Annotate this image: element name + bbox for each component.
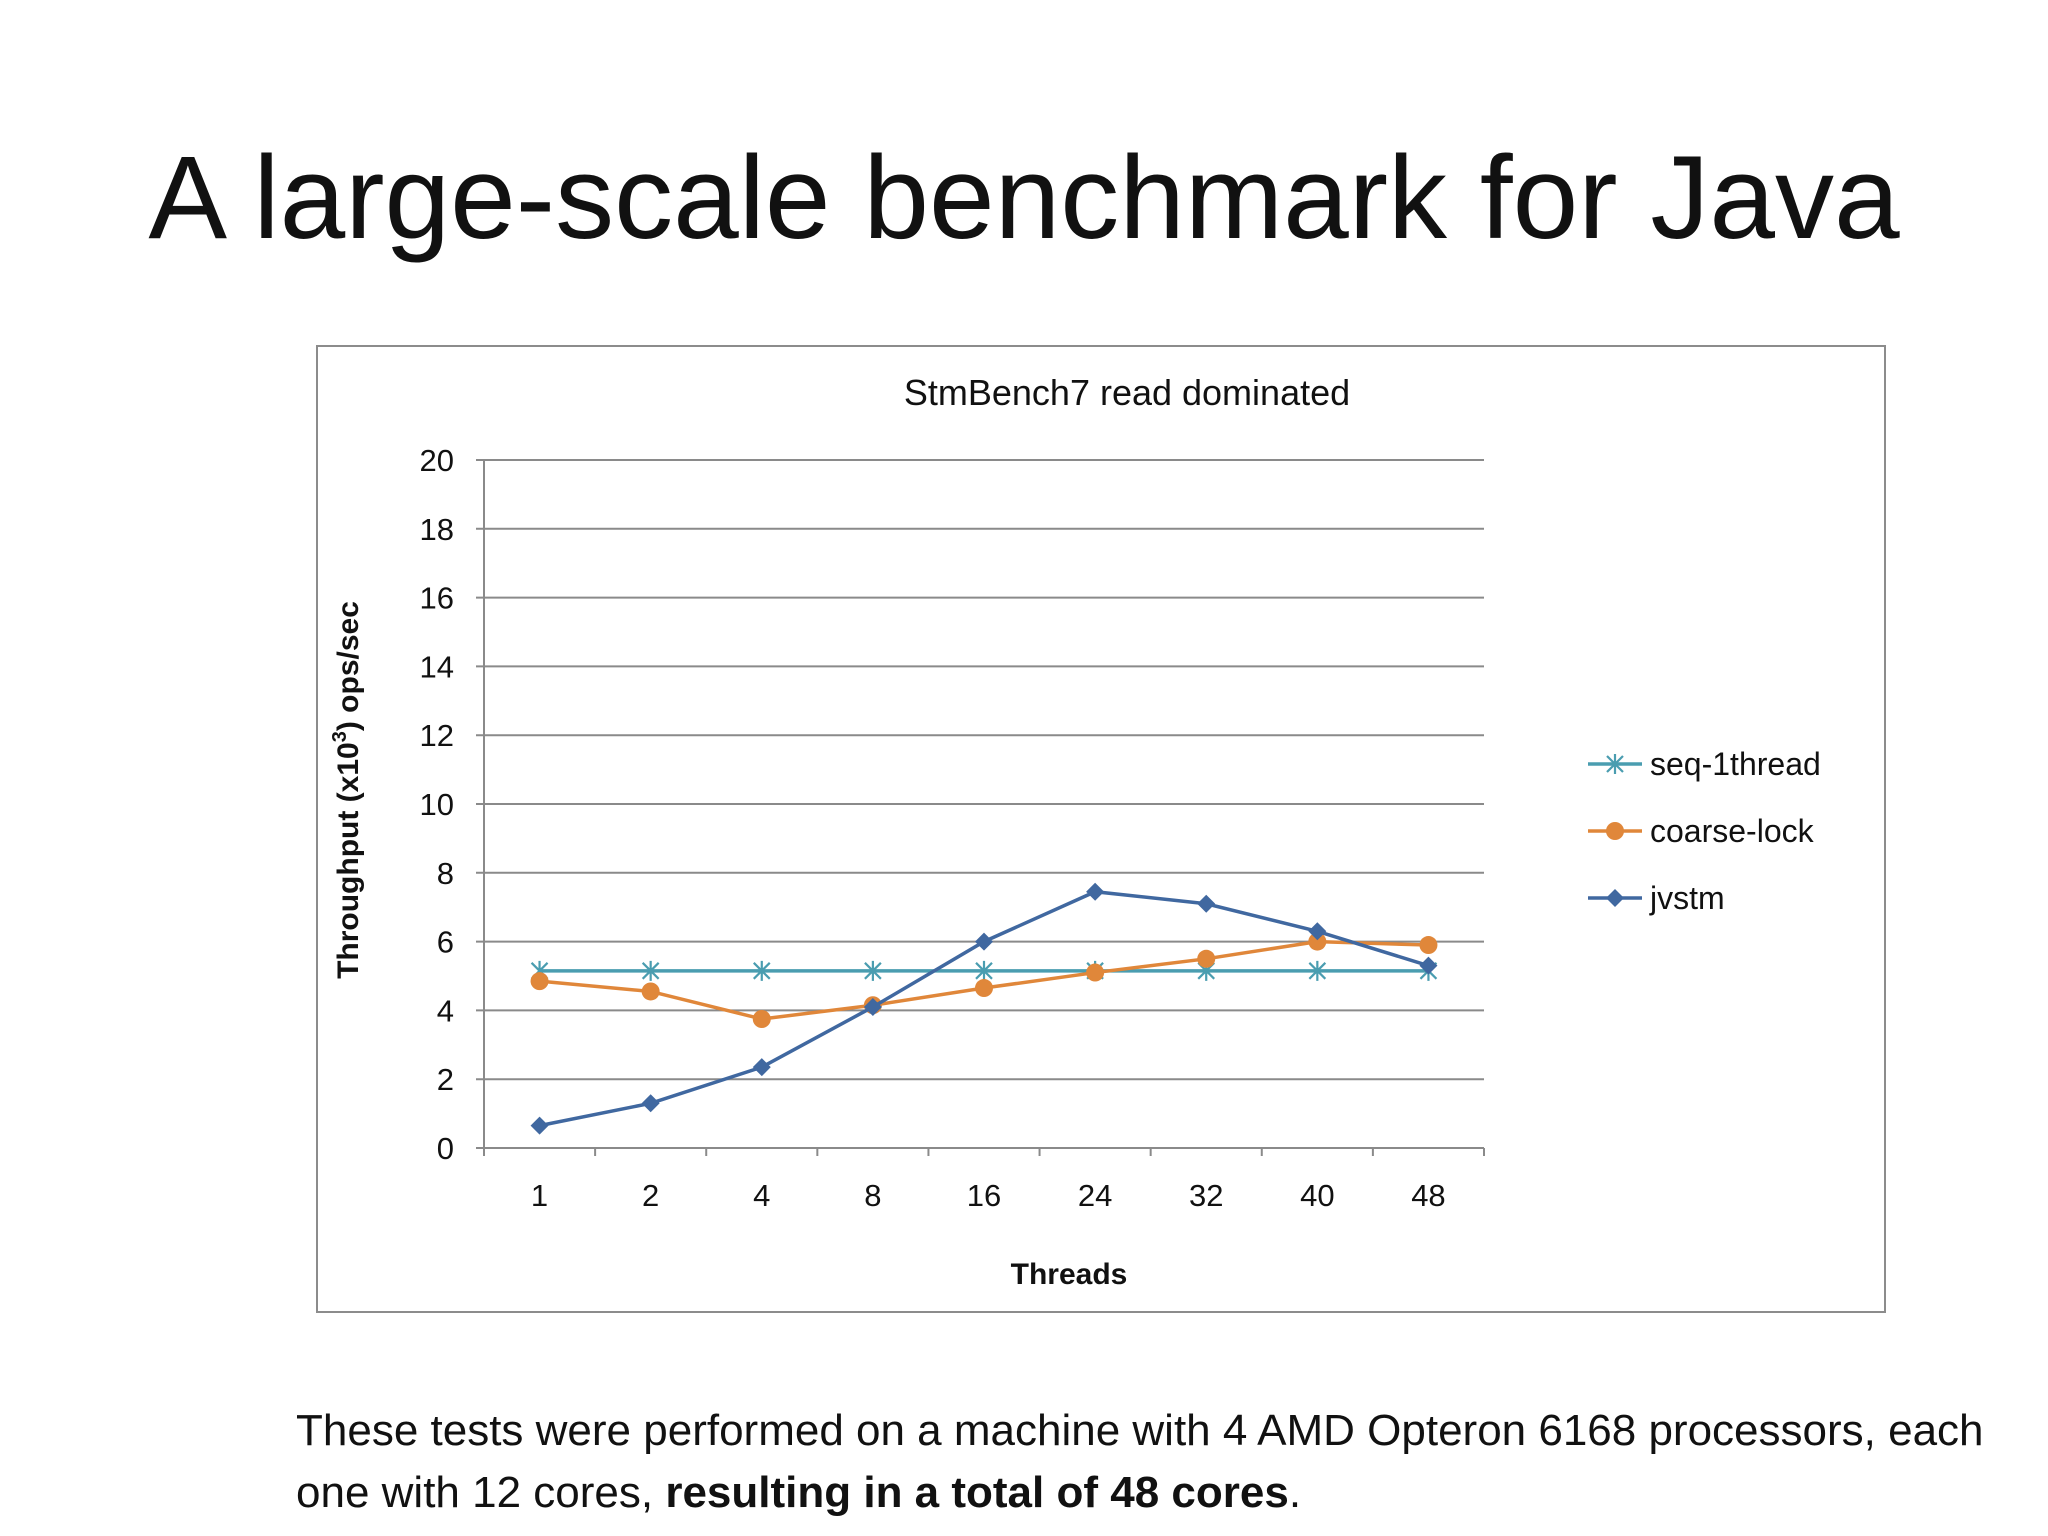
x-axis-title: Threads (1011, 1258, 1128, 1291)
data-point-coarse-lock (1419, 936, 1438, 955)
legend-label: coarse-lock (1650, 813, 1815, 849)
data-point-seq-1thread (753, 960, 771, 981)
x-tick-label: 8 (864, 1178, 881, 1213)
data-point-coarse-lock (1197, 949, 1216, 968)
chart-frame: 0 2 4 6 8 10 12 14 16 18 20 1 2 4 8 16 24 32 40 48 seq-1thr… (316, 345, 1886, 1313)
data-point-jvstm (1419, 956, 1438, 975)
y-axis-title-main: Throughput (x10 (332, 742, 365, 979)
data-point-seq-1thread (864, 960, 882, 981)
legend-item-coarse-lock: coarse-lock (1588, 813, 1815, 849)
x-tick-label: 4 (753, 1178, 770, 1213)
data-point-coarse-lock (1308, 932, 1327, 951)
grid-lines (476, 459, 1484, 1149)
data-point-jvstm (1308, 922, 1327, 941)
y-tick-label: 16 (420, 581, 454, 616)
x-tick-label: 1 (531, 1178, 548, 1213)
footer-text-bold: resulting in a total of 48 cores (665, 1468, 1289, 1517)
y-axis-title: Throughput (x103) ops/sec (329, 601, 365, 979)
data-point-jvstm (975, 932, 993, 951)
footer-text-end: . (1288, 1468, 1302, 1517)
x-tick-label: 2 (642, 1178, 659, 1213)
y-tick-label: 14 (420, 649, 454, 684)
data-point-seq-1thread (1308, 960, 1327, 981)
y-tick-label: 12 (420, 718, 454, 753)
data-point-coarse-lock (530, 972, 549, 991)
data-point-jvstm (863, 997, 882, 1016)
footer-text-plain: These tests were performed on a machine … (296, 1406, 1984, 1517)
data-point-jvstm (1086, 882, 1105, 901)
y-tick-label: 18 (420, 512, 454, 547)
y-axis-title-end: ) ops/sec (332, 601, 365, 731)
series-jvstm (530, 882, 1438, 1135)
data-point-seq-1thread (641, 960, 660, 981)
data-point-jvstm (1197, 894, 1216, 913)
y-tick-label: 4 (437, 993, 454, 1028)
x-tick-label: 24 (1078, 1178, 1112, 1213)
axes (483, 460, 1485, 1156)
data-series (530, 882, 1438, 1135)
data-point-coarse-lock (641, 982, 660, 1001)
data-point-jvstm (530, 1116, 549, 1135)
data-point-coarse-lock (752, 1010, 771, 1028)
y-tick-label: 0 (437, 1131, 454, 1166)
data-point-coarse-lock (1086, 963, 1105, 982)
y-tick-label: 20 (420, 443, 454, 478)
y-tick-label: 2 (437, 1062, 454, 1097)
data-point-coarse-lock (975, 979, 993, 998)
data-point-jvstm (641, 1094, 660, 1113)
y-tick-label: 10 (420, 787, 454, 822)
series-seq-1thread (530, 960, 1438, 981)
legend-swatch-marker (1606, 889, 1624, 907)
footer-note: These tests were performed on a machine … (296, 1400, 2016, 1524)
legend-label: jvstm (1649, 880, 1725, 916)
slide-title: A large-scale benchmark for Java (148, 132, 1900, 264)
x-tick-label: 16 (967, 1178, 1001, 1213)
chart-title: StmBench7 read dominated (904, 372, 1350, 413)
x-tick-label: 32 (1189, 1178, 1223, 1213)
legend-item-jvstm: jvstm (1588, 880, 1725, 916)
legend-item-seq-1thread: seq-1thread (1588, 746, 1821, 782)
x-tick-label: 40 (1300, 1178, 1334, 1213)
data-point-seq-1thread (975, 960, 993, 981)
legend-swatch-marker (1606, 822, 1624, 840)
legend-label: seq-1thread (1650, 746, 1821, 782)
legend-swatch-marker (1606, 754, 1624, 774)
y-tick-label: 6 (437, 925, 454, 960)
y-tick-label: 8 (437, 856, 454, 891)
series-line-jvstm (539, 889, 1429, 1128)
x-tick-label: 48 (1411, 1178, 1445, 1213)
y-axis-title-superscript: 3 (329, 731, 351, 742)
chart-legend: seq-1thread coarse-lock jvstm (1588, 746, 1821, 916)
data-point-jvstm (752, 1058, 771, 1077)
